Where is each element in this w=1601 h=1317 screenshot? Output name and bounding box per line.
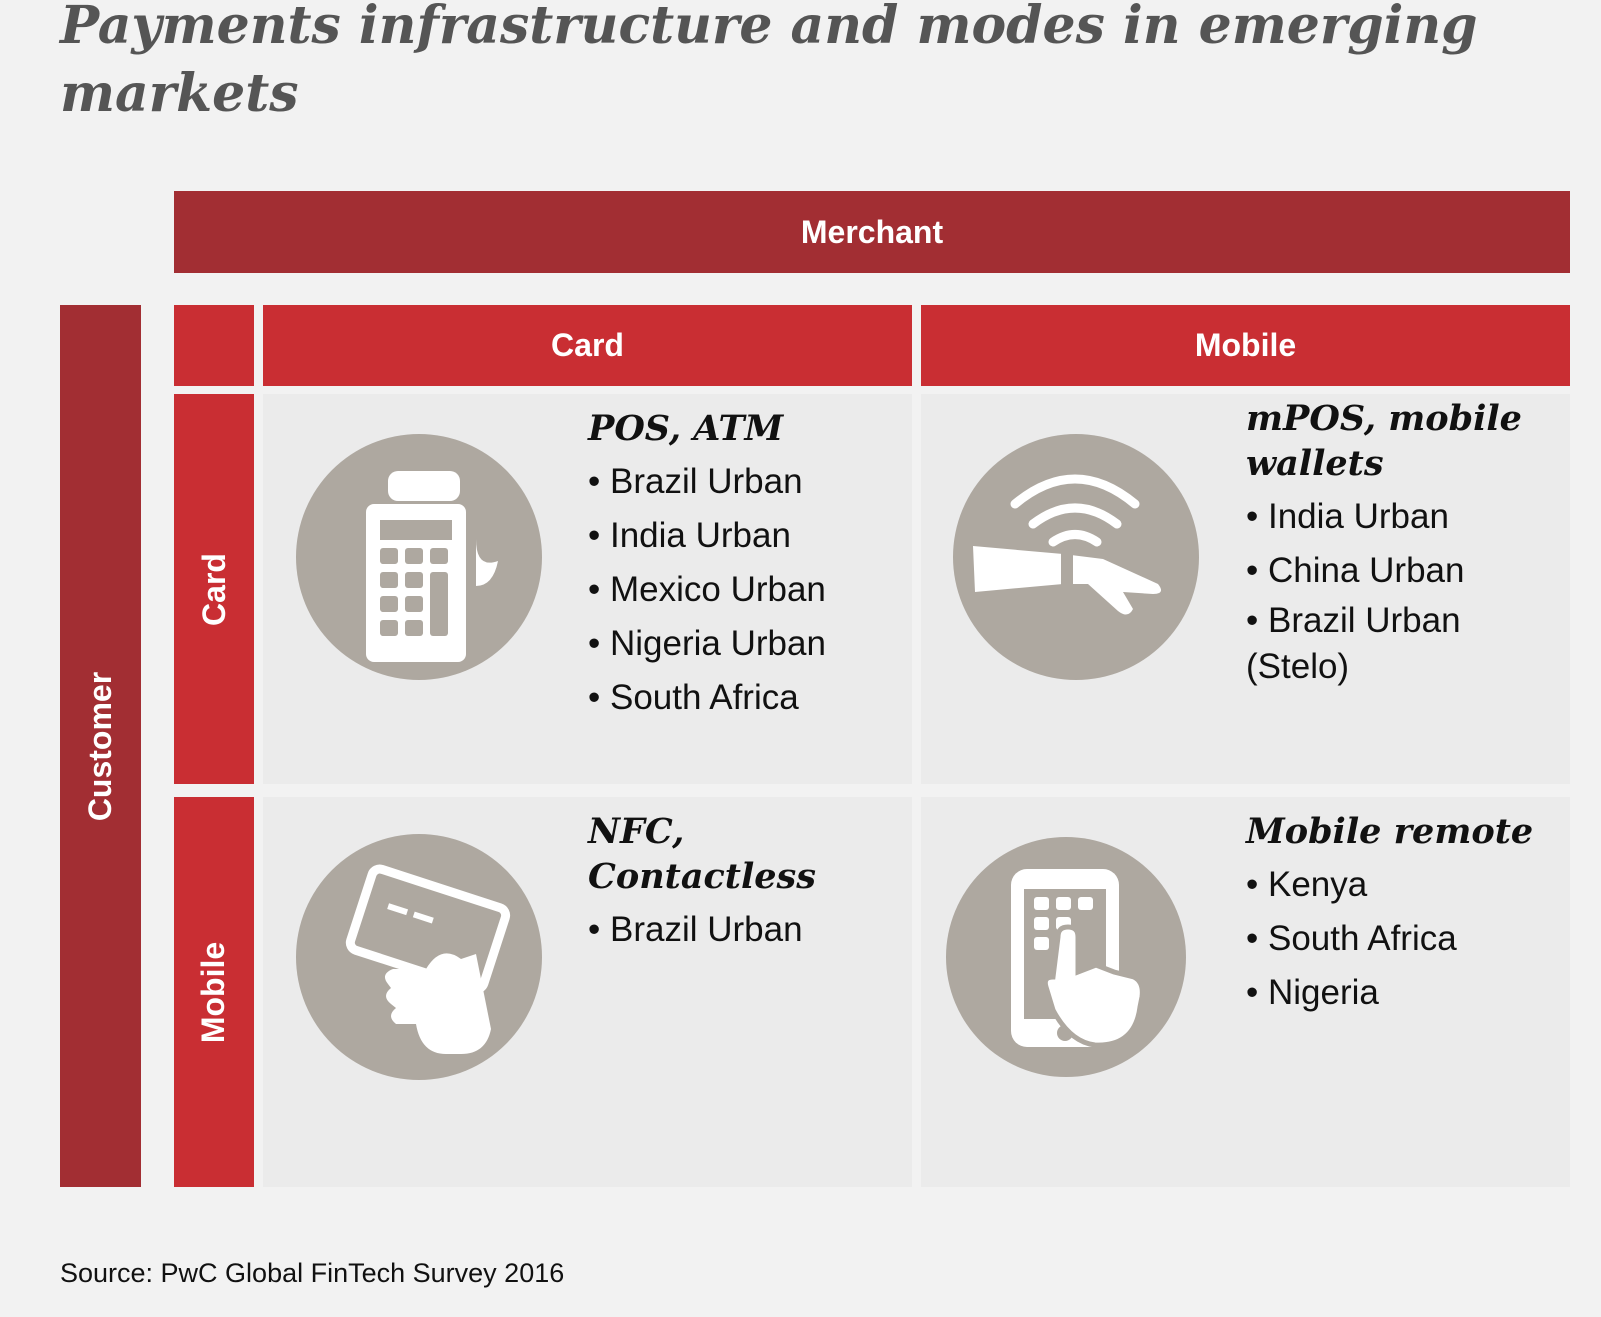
list-item: China Urban (1246, 544, 1546, 598)
list-item: Nigeria Urban (588, 617, 826, 671)
column-header-mobile: Mobile (921, 305, 1570, 386)
cell-heading: NFC, Contactless (588, 811, 816, 897)
list-item: Brazil Urban (588, 903, 818, 957)
row-label: Mobile (195, 941, 232, 1043)
list-item: Brazil Urban (Stelo) (1246, 598, 1546, 690)
merchant-header: Merchant (174, 191, 1570, 273)
column-label: Mobile (1194, 327, 1297, 363)
row-header-card: Card (174, 394, 254, 784)
cell-heading: mPOS, mobile wallets (1246, 398, 1522, 484)
customer-label: Customer (82, 671, 119, 821)
cell-text: NFC, Contactless Brazil Urban (588, 809, 818, 957)
cell-heading: POS, ATM (588, 408, 784, 449)
cell-heading: Mobile remote (1246, 811, 1534, 852)
list-item: Brazil Urban (588, 455, 826, 509)
list-item: Nigeria (1246, 966, 1533, 1020)
column-label: Card (551, 327, 624, 363)
cell-card-mobile: mPOS, mobile wallets India UrbanChina Ur… (921, 394, 1570, 784)
corner-cell (174, 305, 254, 386)
column-header-card: Card (263, 305, 912, 386)
list-item: South Africa (588, 671, 826, 725)
cell-text: mPOS, mobile wallets India UrbanChina Ur… (1246, 396, 1546, 690)
row-header-mobile: Mobile (174, 797, 254, 1187)
row-label: Card (195, 552, 232, 626)
list-item: India Urban (588, 509, 826, 563)
cell-text: Mobile remote KenyaSouth AfricaNigeria (1246, 809, 1533, 1020)
cell-mobile-card: NFC, Contactless Brazil Urban (263, 797, 912, 1187)
page-title: Payments infrastructure and modes in eme… (60, 0, 1478, 124)
list-item: Kenya (1246, 858, 1533, 912)
cell-mobile-mobile: Mobile remote KenyaSouth AfricaNigeria (921, 797, 1570, 1187)
list-item: Mexico Urban (588, 563, 826, 617)
cell-card-card: POS, ATM Brazil UrbanIndia UrbanMexico U… (263, 394, 912, 784)
customer-header: Customer (60, 305, 141, 1187)
smartphone-touch-icon (946, 837, 1186, 1077)
list-item: South Africa (1246, 912, 1533, 966)
cell-text: POS, ATM Brazil UrbanIndia UrbanMexico U… (588, 406, 826, 725)
pos-terminal-icon (296, 434, 542, 680)
list-item: India Urban (1246, 490, 1546, 544)
wrist-wearable-icon (953, 434, 1199, 680)
source-note: Source: PwC Global FinTech Survey 2016 (60, 1258, 565, 1288)
merchant-label: Merchant (800, 213, 944, 250)
hand-card-icon (296, 834, 542, 1080)
